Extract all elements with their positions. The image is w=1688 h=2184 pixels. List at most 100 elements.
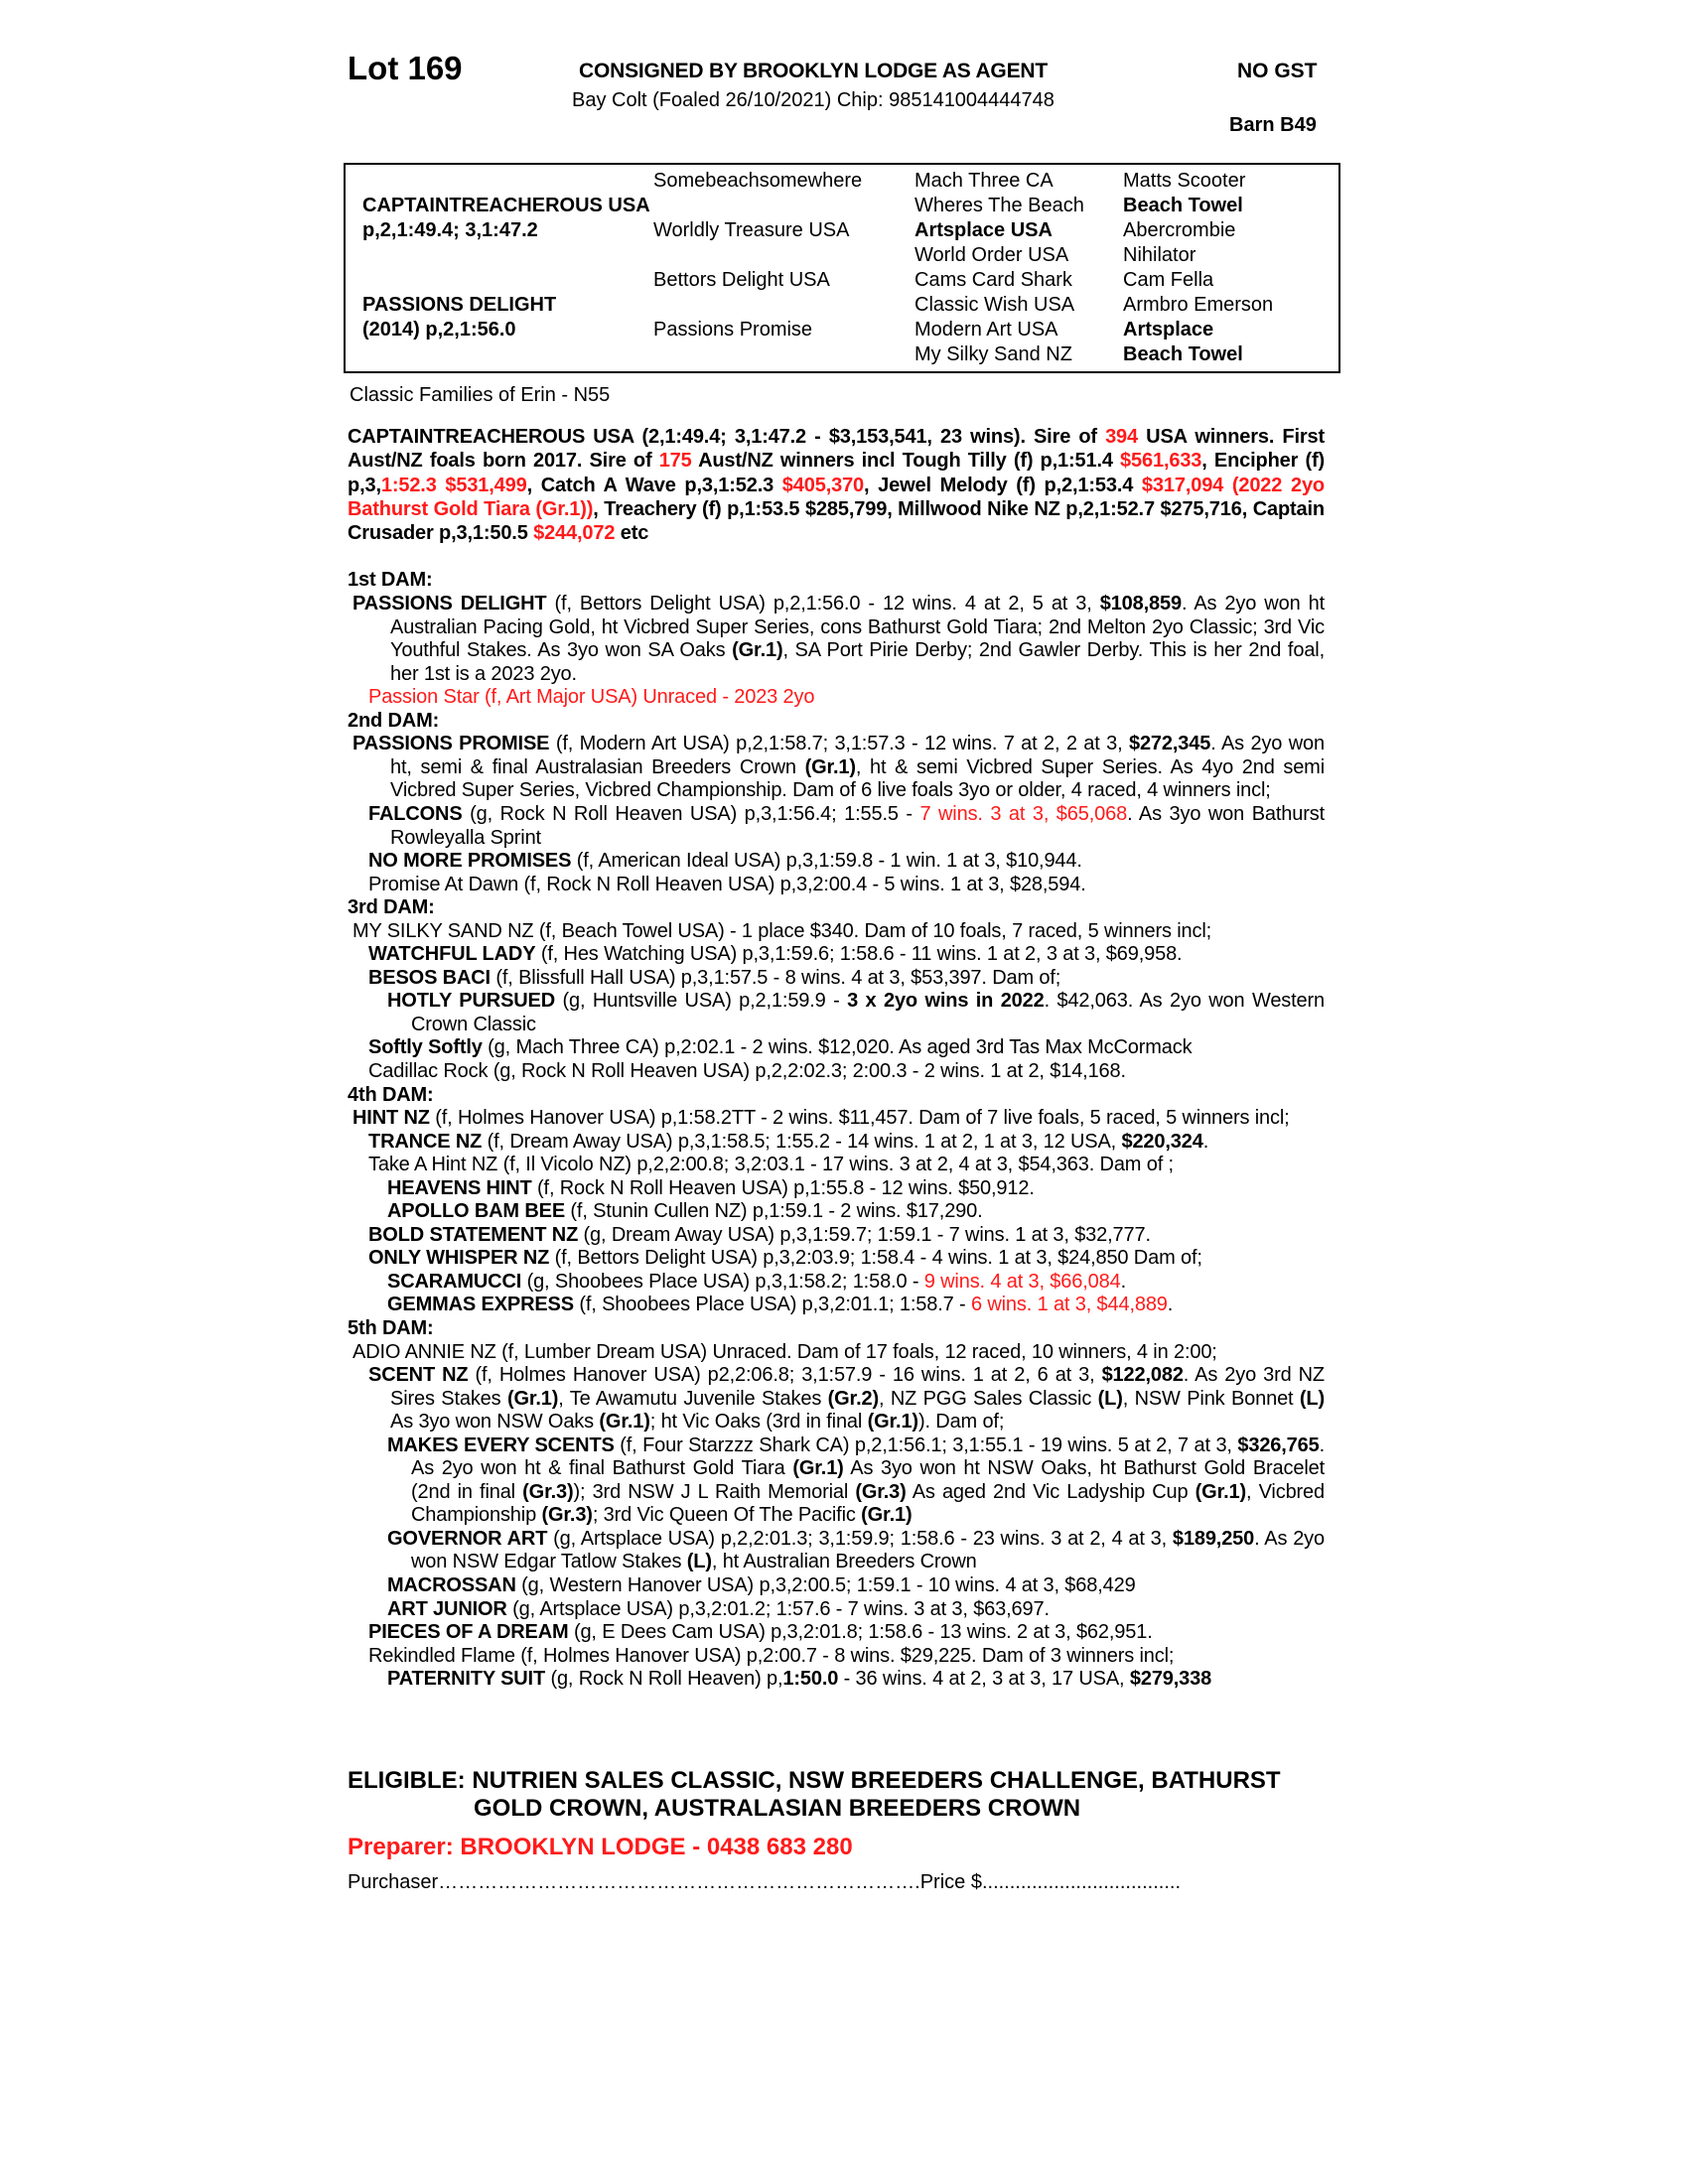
text-segment: . As 2yo won ht & final Bathurst Gold Ti… (411, 1433, 1326, 1480)
pedigree-entry: PASSIONS PROMISE (f, Modern Art USA) p,2… (348, 733, 1325, 803)
bold-text: FALCONS (368, 802, 463, 825)
text-segment: (f, Stunin Cullen NZ) p,1:59.1 - 2 wins.… (565, 1200, 983, 1223)
pedigree-entry: PATERNITY SUIT (g, Rock N Roll Heaven) p… (348, 1668, 1325, 1692)
lot-number: Lot 169 (348, 50, 463, 86)
pedigree-gen4: Abercrombie (1123, 219, 1236, 241)
bold-text: $326,765 (1237, 1433, 1320, 1456)
pedigree-entry: Take A Hint NZ (f, Il Vicolo NZ) p,2,2:0… (348, 1154, 1325, 1177)
dam-heading: 2nd DAM: (348, 710, 1325, 734)
pedigree-entry: Softly Softly (g, Mach Three CA) p,2:02.… (348, 1036, 1325, 1060)
bold-text: , Encipher (f) p,3, (348, 450, 1325, 496)
text-segment: , Te Awamutu Juvenile Stakes (558, 1387, 828, 1410)
pedigree-entry: APOLLO BAM BEE (f, Stunin Cullen NZ) p,1… (348, 1200, 1325, 1224)
text-segment: (g, Dream Away USA) p,3,1:59.7; 1:59.1 -… (578, 1223, 1151, 1246)
text-segment: ADIO ANNIE NZ (f, Lumber Dream USA) Unra… (352, 1340, 1217, 1363)
highlighted-text: 1:52.3 $531,499 (380, 474, 527, 496)
bold-text: NO MORE PROMISES (368, 850, 572, 873)
text-segment: (g, Artsplace USA) p,2,2:01.3; 3,1:59.9;… (547, 1527, 1173, 1550)
pedigree-gen2: Somebeachsomewhere (653, 170, 863, 192)
pedigree-gen3: Modern Art USA (914, 319, 1058, 341)
text-segment: . As 3yo won Bathurst Rowleyalla Sprint (390, 802, 1325, 849)
text-segment: , NZ PGG Sales Classic (878, 1387, 1098, 1410)
bold-text: etc (615, 522, 649, 545)
text-segment: . As 2yo won ht, semi & final Australasi… (390, 733, 1325, 778)
pedigree-entry: BOLD STATEMENT NZ (g, Dream Away USA) p,… (348, 1224, 1325, 1248)
consignor: CONSIGNED BY BROOKLYN LODGE AS AGENT (579, 60, 1048, 82)
bold-text: GOVERNOR ART (387, 1527, 548, 1550)
pedigree-entry: BESOS BACI (f, Blissfull Hall USA) p,3,1… (348, 967, 1325, 991)
pedigree-gen4: Cam Fella (1123, 269, 1214, 291)
pedigree-entry: MACROSSAN (g, Western Hanover USA) p,3,2… (348, 1574, 1325, 1598)
text-segment: - 36 wins. 4 at 2, 3 at 3, 17 USA, (838, 1668, 1130, 1691)
bold-text: Aust/NZ winners incl Tough Tilly (f) p,1… (691, 450, 1121, 473)
text-segment: , ht & semi Vicbred Super Series. As 4yo… (390, 755, 1325, 802)
pedigree-gen4: Artsplace (1123, 319, 1214, 341)
bold-text: (Gr.1) (506, 1387, 559, 1410)
text-segment: . As 2yo 3rd NZ Sires Stakes (390, 1364, 1325, 1410)
bold-text: $122,082 (1101, 1364, 1184, 1387)
pedigree-entry: SCARAMUCCI (g, Shoobees Place USA) p,3,1… (348, 1271, 1325, 1295)
bold-text: WATCHFUL LADY (368, 943, 536, 966)
bold-text: (Gr.1) (732, 639, 783, 662)
bold-text: , Jewel Melody (f) p,2,1:53.4 (864, 474, 1142, 496)
bold-text: 5th DAM: (348, 1316, 434, 1339)
bold-text: Softly Softly (368, 1036, 483, 1059)
bold-text: 3 x 2yo wins in 2022 (847, 990, 1045, 1013)
text-segment: (g, Huntsville USA) p,2,1:59.9 - (555, 990, 848, 1013)
pedigree-gen4: Beach Towel (1123, 195, 1243, 216)
text-segment: (f, Shoobees Place USA) p,3,2:01.1; 1:58… (573, 1294, 971, 1316)
text-segment: (g, Mach Three CA) p,2:02.1 - 2 wins. $1… (482, 1036, 1193, 1059)
bold-text: $220,324 (1121, 1130, 1203, 1153)
bold-text: TRANCE NZ (368, 1130, 483, 1153)
dam-heading: 3rd DAM: (348, 896, 1325, 920)
bold-text: SCARAMUCCI (387, 1270, 522, 1293)
text-segment: (g, Western Hanover USA) p,3,2:00.5; 1:5… (515, 1574, 1136, 1596)
text-segment: (g, Shoobees Place USA) p,3,1:58.2; 1:58… (521, 1270, 924, 1293)
text-segment: ; ht Vic Oaks (3rd in final (649, 1411, 868, 1433)
bold-text: PASSIONS DELIGHT (352, 593, 547, 615)
sire-summary: CAPTAINTREACHEROUS USA (2,1:49.4; 3,1:47… (348, 425, 1325, 545)
text-segment: (f, American Ideal USA) p,3,1:59.8 - 1 w… (571, 850, 1082, 873)
highlighted-text: $244,072 (533, 522, 616, 545)
dam-lines: 1st DAM: PASSIONS DELIGHT (f, Bettors Del… (348, 569, 1325, 1691)
family-line: Classic Families of Erin - N55 (350, 384, 611, 406)
text-segment: (f, Holmes Hanover USA) p,1:58.2TT - 2 w… (429, 1107, 1290, 1130)
pedigree-entry: TRANCE NZ (f, Dream Away USA) p,3,1:58.5… (348, 1131, 1325, 1155)
bold-text: (Gr.1) (804, 755, 856, 778)
bold-text: 3rd DAM: (348, 896, 435, 919)
text-segment: . As 2yo won ht Australian Pacing Gold, … (390, 593, 1325, 662)
bold-text: $279,338 (1129, 1668, 1212, 1691)
dam-heading: 5th DAM: (348, 1317, 1325, 1341)
text-segment: ; 3rd Vic Queen Of The Pacific (592, 1504, 862, 1527)
text-segment: Cadillac Rock (g, Rock N Roll Heaven USA… (368, 1059, 1126, 1082)
preparer: Preparer: BROOKLYN LODGE - 0438 683 280 (348, 1834, 853, 1860)
pedigree-sire: CAPTAINTREACHEROUS USA (362, 195, 650, 216)
highlighted-text: 175 (658, 450, 692, 473)
pedigree-gen2: Passions Promise (653, 319, 813, 341)
bold-text: APOLLO BAM BEE (387, 1200, 566, 1223)
bold-text: (L) (686, 1551, 712, 1573)
pedigree-entry: WATCHFUL LADY (f, Hes Watching USA) p,3,… (348, 943, 1325, 967)
highlighted-text: 7 wins. 3 at 3, $65,068 (919, 802, 1128, 825)
highlighted-text: $561,633 (1120, 450, 1202, 473)
pedigree-entry: Rekindled Flame (f, Holmes Hanover USA) … (348, 1645, 1325, 1669)
text-segment: As 3yo won ht NSW Oaks, ht Bathurst Gold… (411, 1457, 1326, 1503)
bold-text: 4th DAM: (348, 1083, 434, 1106)
pedigree-entry: SCENT NZ (f, Holmes Hanover USA) p2,2:06… (348, 1364, 1325, 1434)
bold-text: 1st DAM: (348, 569, 433, 592)
text-segment: (f, Hes Watching USA) p,3,1:59.6; 1:58.6… (535, 943, 1183, 966)
pedigree-gen4: Matts Scooter (1123, 170, 1246, 192)
pedigree-entry: PIECES OF A DREAM (g, E Dees Cam USA) p,… (348, 1621, 1325, 1645)
text-segment: ); 3rd NSW J L Raith Memorial (573, 1480, 856, 1503)
bold-text: BOLD STATEMENT NZ (368, 1223, 579, 1246)
bold-text: ONLY WHISPER NZ (368, 1247, 550, 1270)
bold-text: HOTLY PURSUED (387, 990, 556, 1013)
bold-text: (L) (1299, 1387, 1325, 1410)
text-segment: (f, Blissfull Hall USA) p,3,1:57.5 - 8 w… (490, 966, 1061, 989)
bold-text: PATERNITY SUIT (387, 1668, 546, 1691)
eligibility: ELIGIBLE: NUTRIEN SALES CLASSIC, NSW BRE… (348, 1767, 1281, 1823)
pedigree-entry: NO MORE PROMISES (f, American Ideal USA)… (348, 850, 1325, 874)
pedigree-gen3: Artsplace USA (914, 219, 1053, 241)
pedigree-entry: GEMMAS EXPRESS (f, Shoobees Place USA) p… (348, 1294, 1325, 1317)
bold-text: MACROSSAN (387, 1574, 516, 1596)
